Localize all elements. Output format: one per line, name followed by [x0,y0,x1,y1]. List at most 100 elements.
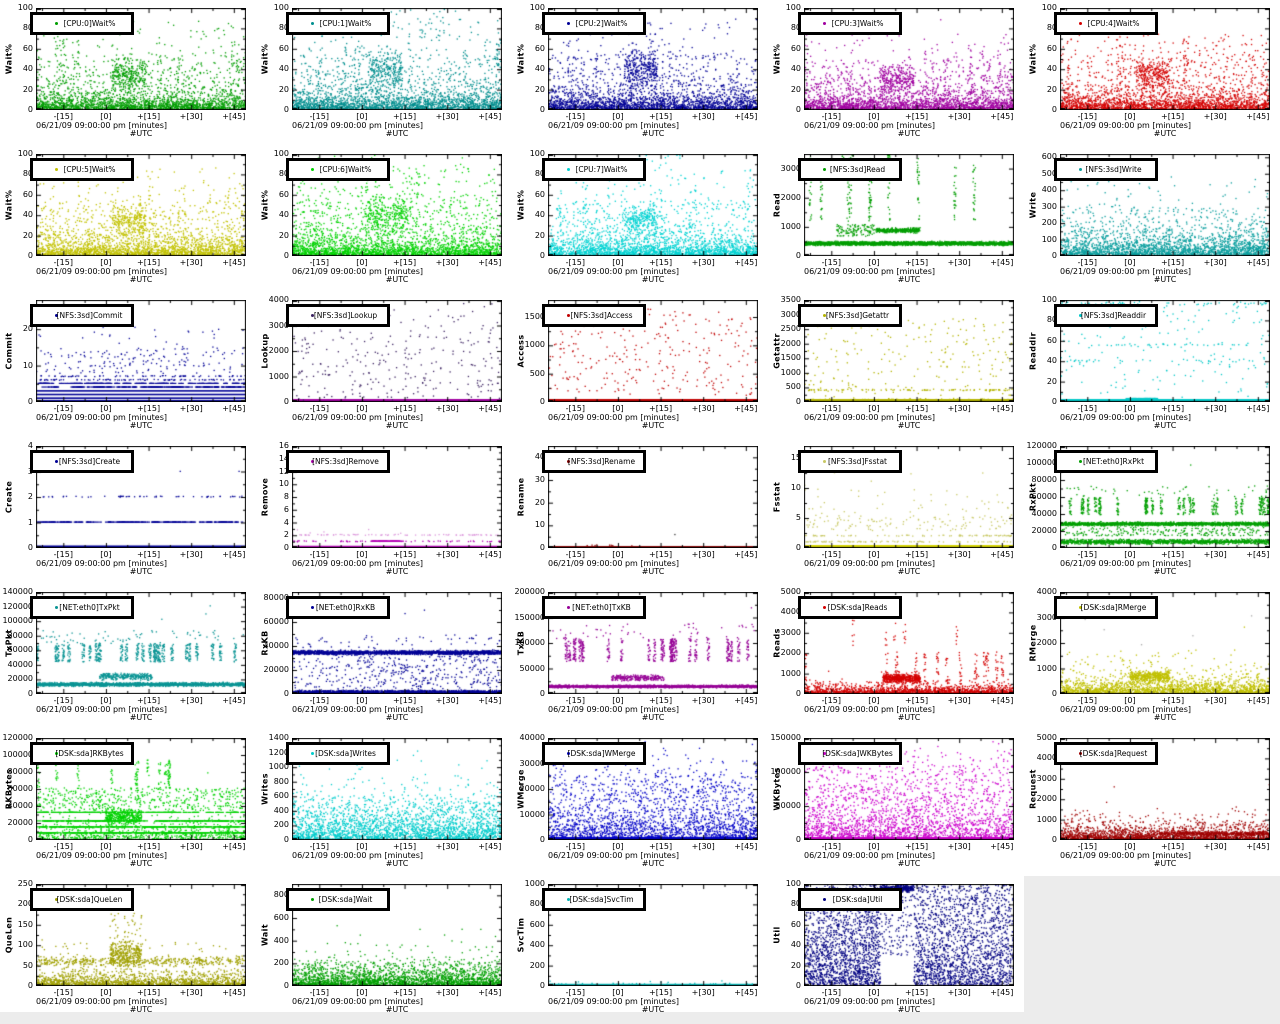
x-tick-label: +[15] [392,258,417,267]
legend-box: [NET:eth0]TxPkt [30,596,134,619]
y-tick-label: 100 [785,879,801,888]
legend-label: [DSK:sda]QueLen [56,894,123,904]
y-tick-label: 40 [534,64,545,74]
y-tick-label: 0 [539,543,545,552]
x-tick-label: -[15] [309,988,329,997]
y-tick-label: 10 [790,483,801,492]
legend-label: [DSK:sda]WKBytes [822,748,893,758]
timezone-label: #UTC [641,421,665,430]
x-tick-label: [0] [356,988,368,997]
legend-marker-icon [311,752,314,755]
y-tick-label: 3000 [268,320,289,330]
y-tick-label: 1000 [268,762,289,772]
y-tick-label: 20000 [7,674,33,684]
y-tick-label: 0 [795,835,801,844]
plot-nfs-3sd-commit: Commit 0 10 20 -[15] [0] +[15] +[30] +[45] 06/21/… [0,292,256,438]
x-tick-label: +[15] [392,404,417,413]
x-tick-label: +[30] [691,550,715,559]
x-tick-label: +[15] [392,550,417,559]
y-tick-label: 40 [278,210,289,220]
x-axis-label: 06/21/09 09:00:00 pm [minutes] [804,121,935,130]
x-tick-label: [0] [868,988,880,997]
x-tick-label: +[45] [222,112,246,121]
legend-marker-icon [823,460,826,463]
x-tick-label: +[45] [478,988,502,997]
legend-box: [DSK:sda]QueLen [30,888,134,911]
x-tick-label: [0] [612,258,624,267]
y-tick-label: 5 [795,513,801,522]
y-tick-label: 40 [1046,64,1057,74]
y-tick-label: 600 [529,919,545,929]
y-tick-label: 800 [273,890,289,900]
legend-marker-icon [311,606,314,609]
y-tick-label: 60 [22,189,33,199]
x-axis-label: 06/21/09 09:00:00 pm [minutes] [804,705,935,714]
x-tick-label: +[15] [648,404,673,413]
x-tick-label: +[30] [947,842,971,851]
timezone-label: #UTC [1153,713,1177,722]
timezone-label: #UTC [129,275,153,284]
x-tick-label: [0] [868,404,880,413]
plot-dsk-sda-rkbytes: RKBytes 0 20000 40000 60000 80000 100000 120000… [0,730,256,876]
y-tick-label: 2000 [1036,794,1057,804]
y-tick-label: 40 [22,210,33,220]
y-tick-label: 0 [283,689,289,698]
y-tick-label: 200000 [514,587,545,596]
x-tick-label: -[15] [309,258,329,267]
bottom-strip [0,1012,1280,1024]
y-tick-label: 1000 [780,668,801,678]
x-tick-label: +[30] [179,842,203,851]
legend-marker-icon [823,22,826,25]
y-tick-label: 60 [278,189,289,199]
y-tick-label: 0 [539,397,545,406]
timezone-label: #UTC [129,129,153,138]
x-tick-label: +[15] [136,988,161,997]
x-tick-label: -[15] [821,842,841,851]
y-tick-label: 80 [1046,315,1057,325]
x-tick-label: +[30] [947,404,971,413]
legend-marker-icon [567,314,570,317]
x-tick-label: +[30] [435,258,459,267]
y-tick-label: 20 [790,960,801,970]
y-tick-label: 60 [534,189,545,199]
x-tick-label: +[15] [392,988,417,997]
legend-label: [NFS:3sd]Rename [567,456,636,466]
legend-label: [NFS:3sd]Fsstat [828,456,887,466]
legend-marker-icon [1079,752,1082,755]
x-tick-label: -[15] [1077,696,1097,705]
plot-nfs-3sd-create: Create01234-[15][0]+[15]+[30]+[45]06/21/… [0,438,256,584]
x-tick-label: -[15] [309,112,329,121]
legend-marker-icon [311,314,314,317]
plot-net-eth0-rxpkt: RxPkt 0 20000 40000 60000 80000 100000 120000 -[… [1024,438,1280,584]
x-tick-label: +[30] [179,258,203,267]
y-tick-label: 140000 [2,587,33,596]
x-axis-label: 06/21/09 09:00:00 pm [minutes] [292,997,423,1006]
y-tick-label: 60 [1046,43,1057,53]
plot-dsk-sda-wait: Wait 0 200 400 600 800 -[15] [0] +[15] +[30] +[45]… [256,876,512,1022]
plot-cpu-5-wait: Wait% 0 20 40 60 80 100 -[15] [0] +[15] +[30] +[45]… [0,146,256,292]
x-axis-label: 06/21/09 09:00:00 pm [minutes] [804,267,935,276]
legend-marker-icon [311,168,314,171]
y-tick-label: 20 [278,230,289,240]
y-tick-label: 0 [27,981,33,990]
legend-label: [NFS:3sd]Remove [312,456,379,466]
y-tick-label: 3000 [1036,773,1057,783]
x-tick-label: -[15] [1077,550,1097,559]
x-tick-label: +[45] [734,696,758,705]
legend-marker-icon [55,168,58,171]
x-tick-label: -[15] [53,550,73,559]
x-tick-label: +[15] [136,258,161,267]
x-tick-label: +[45] [1246,550,1270,559]
x-tick-label: +[15] [136,112,161,121]
y-tick-label: 800 [273,776,289,786]
timezone-label: #UTC [129,567,153,576]
timezone-label: #UTC [897,713,921,722]
x-axis-label: 06/21/09 09:00:00 pm [minutes] [548,997,679,1006]
y-tick-label: 60 [790,919,801,929]
legend-box: [DSK:sda]Util [798,888,902,911]
plot-cpu-3-wait: Wait% 0 20 40 60 80 100 -[15] [0] +[15] +[30] +[45]… [768,0,1024,146]
legend-box: [DSK:sda]SvcTim [542,888,646,911]
x-tick-label: -[15] [821,988,841,997]
x-tick-label: [0] [1124,696,1136,705]
